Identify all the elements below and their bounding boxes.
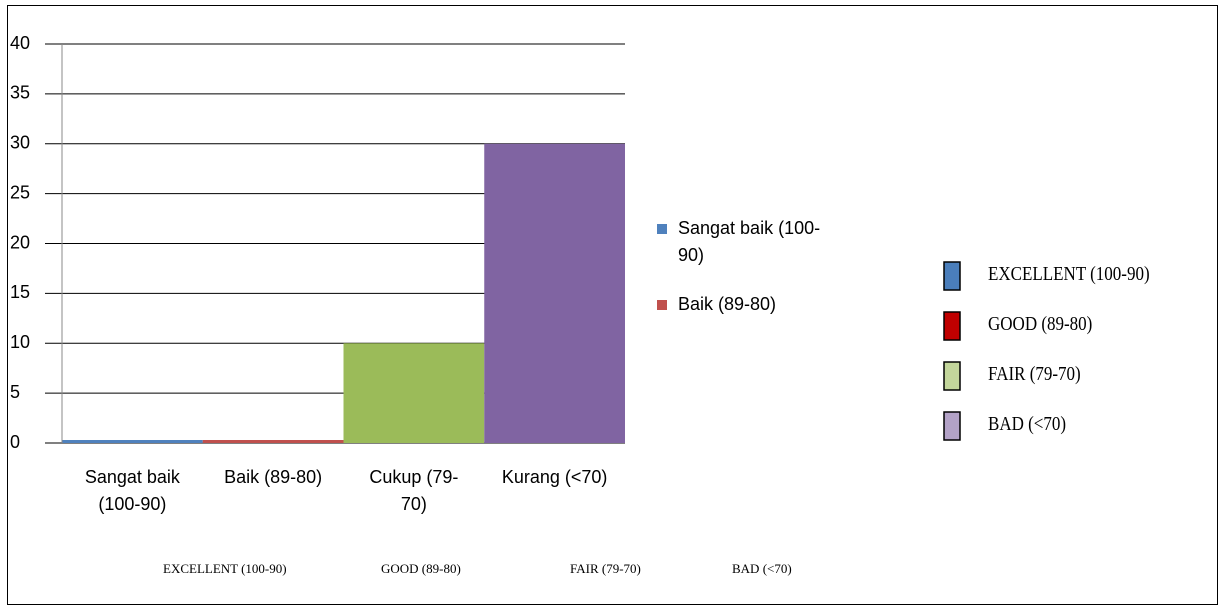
translation-swatch: [943, 311, 961, 341]
legend-entry: Baik (89-80): [678, 294, 777, 314]
translation-swatch: [943, 261, 961, 291]
y-tick-label: 25: [10, 182, 30, 202]
legend-swatch: [657, 224, 667, 234]
legend-entry: Sangat baik (100-90): [678, 218, 821, 265]
translation-label: EXCELLENT (100-90): [163, 561, 287, 576]
x-tick-label: Baik (89-80): [224, 467, 323, 487]
y-tick-label: 20: [10, 232, 30, 252]
x-tick-label: Sangat baik (100-90): [84, 467, 180, 514]
y-tick-label: 30: [10, 133, 30, 153]
translation-legend-entry: FAIR (79-70): [988, 363, 1081, 385]
translation-label: GOOD (89-80): [381, 561, 461, 576]
bar: [202, 440, 344, 443]
bar: [62, 440, 203, 443]
translation-legend-entry: GOOD (89-80): [988, 313, 1093, 335]
y-tick-label: 0: [10, 432, 20, 452]
bar: [484, 143, 625, 443]
frame: [7, 5, 1218, 605]
translation-legend-entry: BAD (<70): [988, 413, 1067, 435]
translation-label: FAIR (79-70): [570, 561, 641, 576]
x-tick-label: Cukup (79-70): [369, 467, 459, 514]
translation-swatch: [943, 361, 961, 391]
y-tick-label: 40: [10, 33, 30, 53]
x-tick-label: Kurang (<70): [501, 467, 608, 487]
y-tick-label: 10: [10, 332, 30, 352]
translation-swatch: [943, 411, 961, 441]
bar: [343, 343, 485, 443]
y-tick-label: 5: [10, 382, 20, 402]
y-tick-label: 35: [10, 83, 30, 103]
translation-legend-entry: EXCELLENT (100-90): [988, 263, 1150, 285]
y-tick-label: 15: [10, 282, 30, 302]
legend-swatch: [657, 300, 667, 310]
translation-label: BAD (<70): [732, 561, 792, 576]
